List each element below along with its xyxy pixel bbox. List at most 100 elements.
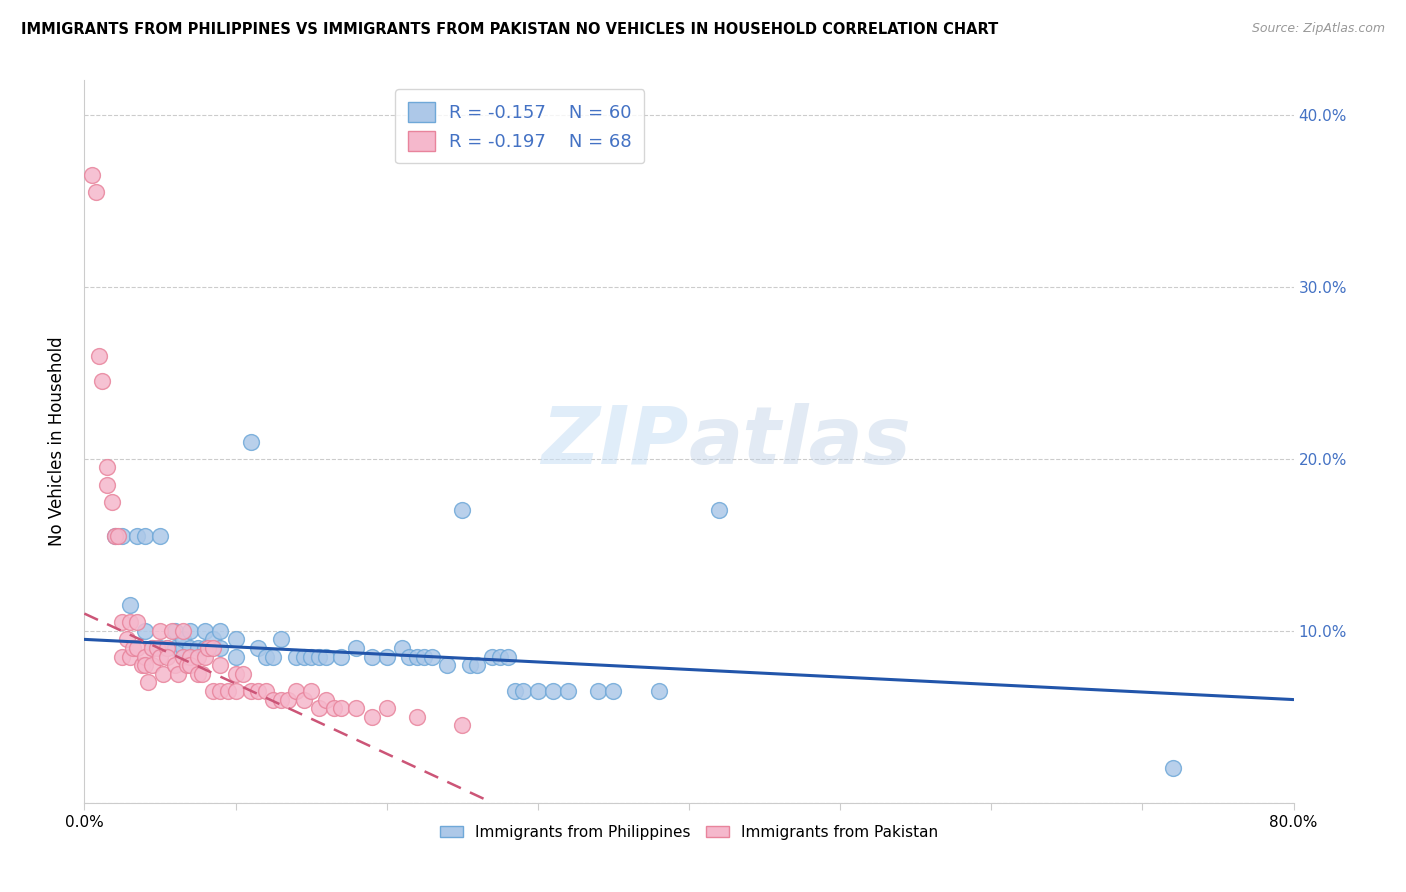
Text: Source: ZipAtlas.com: Source: ZipAtlas.com (1251, 22, 1385, 36)
Point (420, 649, 443, 664)
Point (451, 503, 474, 517)
Point (292, 692, 315, 706)
Point (118, 649, 141, 664)
Point (111, 649, 134, 664)
Point (512, 684, 534, 698)
Point (496, 649, 519, 664)
Point (107, 529, 129, 543)
Point (149, 529, 172, 543)
Point (458, 658, 481, 673)
Point (165, 640, 187, 655)
Point (217, 684, 239, 698)
Point (299, 649, 322, 664)
Point (262, 649, 284, 664)
Point (262, 692, 284, 706)
Point (209, 658, 232, 673)
Point (134, 624, 156, 638)
Point (315, 649, 337, 664)
Point (489, 649, 512, 664)
Point (360, 649, 382, 664)
Point (315, 692, 337, 706)
Point (398, 649, 420, 664)
Point (346, 701, 368, 715)
Point (165, 658, 187, 673)
Point (172, 624, 194, 638)
Point (527, 684, 550, 698)
Point (179, 624, 201, 638)
Point (201, 632, 224, 647)
Point (141, 640, 163, 655)
Point (96, 460, 118, 475)
Point (209, 624, 232, 638)
Point (118, 598, 141, 612)
Y-axis label: No Vehicles in Household: No Vehicles in Household (48, 336, 66, 547)
Point (330, 649, 353, 664)
Text: ZIP: ZIP (541, 402, 689, 481)
Point (467, 658, 489, 673)
Point (187, 649, 209, 664)
Point (115, 632, 138, 647)
Point (134, 649, 156, 664)
Point (89, 349, 111, 363)
Point (149, 624, 172, 638)
Point (91, 375, 114, 389)
Point (165, 624, 187, 638)
Point (360, 710, 382, 724)
Point (709, 503, 731, 517)
Point (225, 649, 247, 664)
Point (96, 477, 118, 491)
Point (127, 615, 149, 630)
Point (270, 692, 292, 706)
Point (225, 632, 247, 647)
Point (156, 640, 179, 655)
Point (201, 640, 224, 655)
Point (503, 684, 526, 698)
Point (406, 710, 429, 724)
Point (247, 684, 270, 698)
Point (100, 494, 122, 508)
Point (209, 684, 232, 698)
Point (156, 640, 179, 655)
Text: atlas: atlas (689, 402, 911, 481)
Point (131, 658, 153, 673)
Point (179, 658, 201, 673)
Point (225, 684, 247, 698)
Point (152, 666, 174, 681)
Point (149, 640, 172, 655)
Point (104, 529, 127, 543)
Point (299, 684, 322, 698)
Point (136, 675, 159, 690)
Point (172, 632, 194, 647)
Point (194, 640, 217, 655)
Point (406, 649, 429, 664)
Text: IMMIGRANTS FROM PHILIPPINES VS IMMIGRANTS FROM PAKISTAN NO VEHICLES IN HOUSEHOLD: IMMIGRANTS FROM PHILIPPINES VS IMMIGRANT… (21, 22, 998, 37)
Point (191, 666, 214, 681)
Point (187, 640, 209, 655)
Point (557, 684, 579, 698)
Point (239, 434, 262, 449)
Point (172, 640, 194, 655)
Point (172, 649, 194, 664)
Point (225, 666, 247, 681)
Point (541, 684, 564, 698)
Point (179, 640, 201, 655)
Point (648, 684, 671, 698)
Point (209, 640, 232, 655)
Point (141, 658, 163, 673)
Point (86, 185, 108, 199)
Point (194, 624, 217, 638)
Point (588, 684, 610, 698)
Point (322, 701, 344, 715)
Point (179, 649, 201, 664)
Point (167, 666, 190, 681)
Point (232, 666, 254, 681)
Point (80, 168, 103, 182)
Point (197, 640, 219, 655)
Point (308, 649, 330, 664)
Point (375, 649, 398, 664)
Point (254, 649, 277, 664)
Point (127, 529, 149, 543)
Point (277, 692, 299, 706)
Point (160, 624, 183, 638)
Point (292, 649, 315, 664)
